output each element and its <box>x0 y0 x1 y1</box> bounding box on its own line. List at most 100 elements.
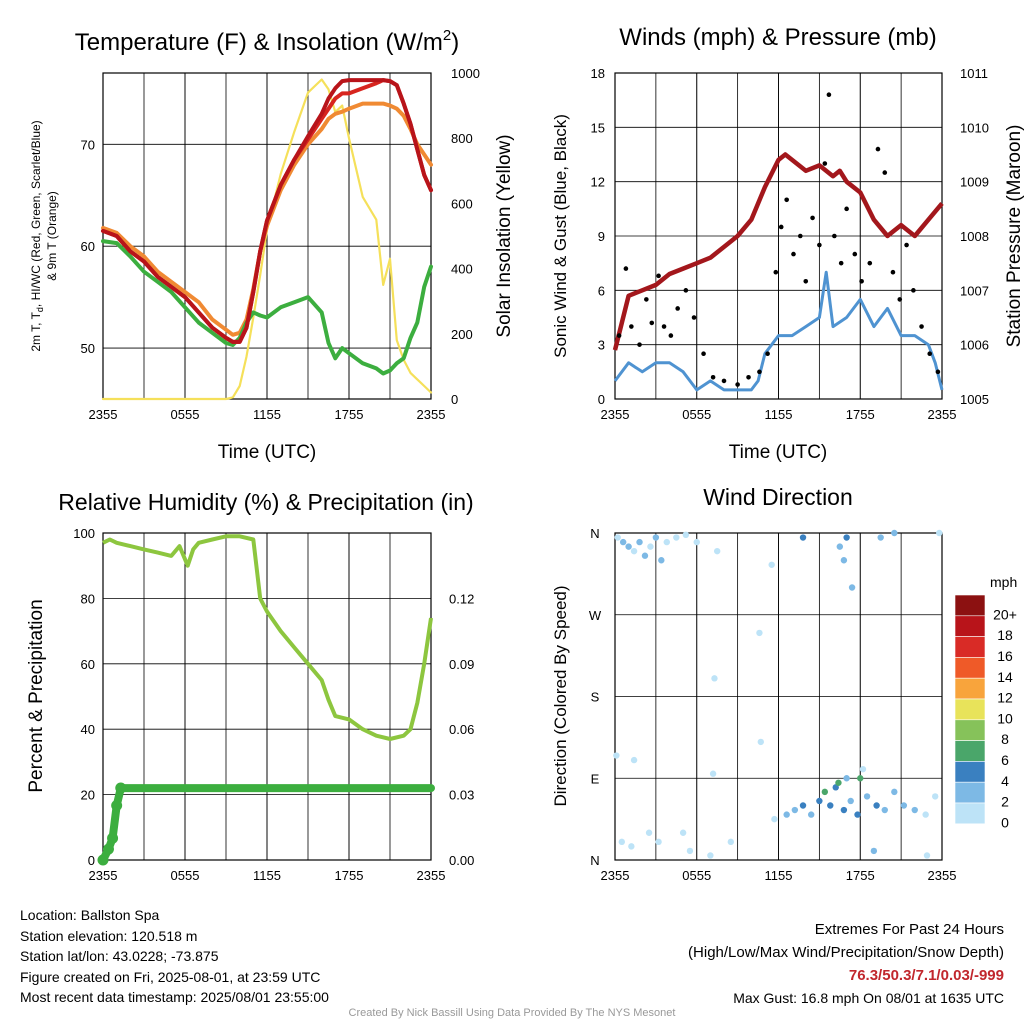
credit-line: Created By Nick Bassill Using Data Provi… <box>348 1007 676 1019</box>
legend-swatch <box>954 615 986 637</box>
direction-point <box>711 675 718 682</box>
station-elevation: Station elevation: 120.518 m <box>20 927 198 944</box>
gust-point <box>656 273 661 279</box>
direction-ylabel: Direction (Colored By Speed) <box>551 585 570 806</box>
direction-point <box>693 538 700 546</box>
direction-point <box>911 806 918 814</box>
dir-xtick-label: 0555 <box>682 868 711 883</box>
wind-xtick-label: 0555 <box>682 407 711 422</box>
rh-ytick-label: 0 <box>88 853 95 868</box>
gust-point <box>683 288 689 293</box>
insolation-ytick-label: 400 <box>451 262 473 277</box>
direction-point <box>821 788 829 796</box>
dir-xtick-label: 2355 <box>601 868 630 883</box>
direction-point <box>848 584 856 591</box>
precip-point <box>111 800 123 811</box>
temp-ytick-label: 50 <box>81 341 95 356</box>
wind-ytick-label: 18 <box>591 66 605 81</box>
legend-label: 14 <box>997 669 1013 685</box>
recent-timestamp: Most recent data timestamp: 2025/08/01 2… <box>20 989 329 1005</box>
pressure-ytick-label: 1010 <box>960 120 989 135</box>
dir-xtick-label: 1155 <box>765 868 793 883</box>
gust-point <box>661 324 667 329</box>
wind-ytick-label: 3 <box>598 338 605 353</box>
direction-point <box>658 557 665 564</box>
temperature-series <box>101 78 433 401</box>
legend-swatch <box>954 677 986 700</box>
winds-ylabel: Sonic Wind & Gust (Blue, Black) <box>551 114 570 358</box>
direction-point <box>877 534 884 541</box>
extremes-values: 76.3/50.3/7.1/0.03/-999 <box>848 967 1004 984</box>
insolation-ytick-label: 600 <box>451 196 473 211</box>
extremes-title: Extremes For Past 24 Hours <box>814 921 1004 938</box>
direction-point <box>618 838 626 846</box>
wind-ytick-label: 12 <box>591 175 605 190</box>
temp-xtick-label: 0555 <box>171 407 200 422</box>
gust-point <box>616 333 622 338</box>
direction-point <box>835 779 842 786</box>
direction-point <box>679 829 687 836</box>
direction-point <box>663 538 670 546</box>
gust-point <box>852 251 858 257</box>
humidity-y-ticks: 0 20 40 60 80 100 <box>73 526 95 868</box>
gust-point <box>721 378 727 384</box>
rh-xtick-label: 1155 <box>253 868 281 883</box>
direction-point <box>854 811 861 818</box>
wind-xtick-label: 2355 <box>601 407 630 422</box>
humidity-ylabel: Percent & Precipitation <box>26 599 47 792</box>
gust-point <box>798 233 803 239</box>
precip-ytick-label: 0.12 <box>449 591 474 606</box>
direction-point <box>931 793 939 800</box>
gust-point <box>746 374 751 380</box>
direction-point <box>859 765 867 773</box>
precip-point <box>107 832 119 844</box>
gust-point <box>822 161 828 166</box>
gust-point <box>817 242 822 248</box>
precip-ytick-label: 0.06 <box>449 722 474 737</box>
extremes-subtitle: (High/Low/Max Wind/Precipitation/Snow De… <box>688 944 1004 961</box>
gust-point <box>773 269 779 275</box>
winds-panel: Winds (mph) & Pressure (mb) 0 3 6 9 12 15 18 1… <box>551 24 1024 463</box>
precip-ytick-label: 0.03 <box>449 788 474 803</box>
direction-point <box>686 847 694 855</box>
direction-point <box>791 806 799 814</box>
direction-point <box>756 629 763 637</box>
gust-point <box>644 297 649 302</box>
gust-point <box>890 269 896 275</box>
wind-ytick-label: 0 <box>598 392 605 407</box>
winds-y-ticks: 0 3 6 9 12 15 18 <box>591 66 605 407</box>
direction-point <box>630 756 638 764</box>
humidity-title: Relative Humidity (%) & Precipitation (i… <box>58 489 473 515</box>
station-latlon: Station lat/lon: 43.0228; -73.875 <box>20 948 219 964</box>
pressure-ytick-label: 1009 <box>960 175 989 190</box>
series-sonic-wind <box>613 270 944 392</box>
legend-swatch <box>954 719 986 741</box>
wind-ytick-label: 15 <box>591 120 605 135</box>
direction-point <box>847 797 854 805</box>
precip-point <box>97 854 109 866</box>
direction-x-ticks: 2355 0555 1155 1755 2355 <box>601 868 957 883</box>
precip-ytick-label: 0.09 <box>449 657 474 672</box>
direction-point <box>808 811 815 818</box>
wind-xtick-label: 1755 <box>846 407 875 422</box>
humidity-grid <box>103 533 431 860</box>
gust-point <box>911 288 916 293</box>
direction-point <box>836 543 844 550</box>
legend-label: 8 <box>1001 731 1009 747</box>
direction-point <box>936 529 943 537</box>
legend-label: 18 <box>997 627 1013 643</box>
direction-point <box>707 852 714 859</box>
gust-point <box>919 324 924 329</box>
dir-ytick-label: N <box>590 853 599 868</box>
gust-point <box>927 351 933 357</box>
legend-swatch <box>954 761 986 783</box>
gust-point <box>629 324 634 329</box>
temp-xtick-label: 1755 <box>335 407 364 422</box>
dir-ytick-label: E <box>591 771 600 786</box>
gust-point <box>791 251 796 257</box>
gust-point <box>691 315 697 320</box>
gust-point <box>832 233 837 239</box>
gust-point <box>668 333 674 338</box>
rh-ytick-label: 20 <box>81 788 95 803</box>
pressure-ytick-label: 1005 <box>960 392 989 407</box>
